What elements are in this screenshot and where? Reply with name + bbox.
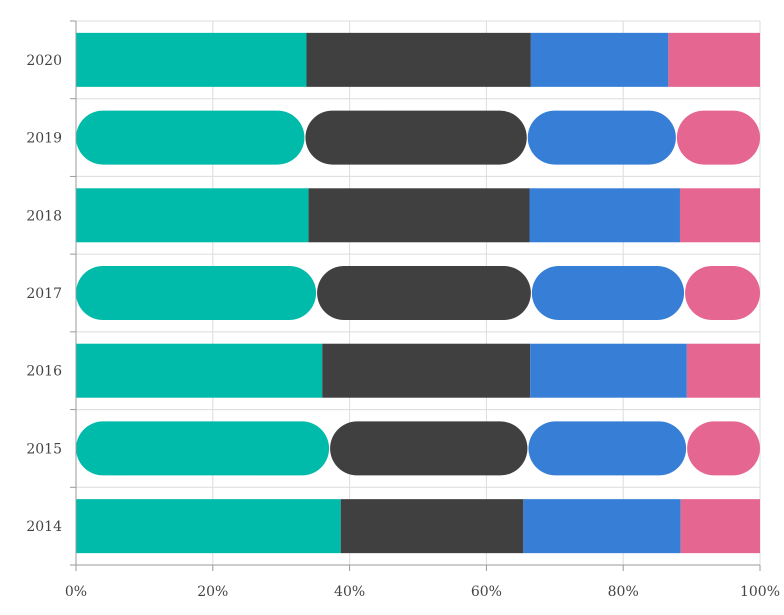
bar-2019-series-2[interactable]	[305, 110, 527, 165]
bar-2015-series-2[interactable]	[330, 421, 528, 476]
bar-2015-series-1[interactable]	[76, 421, 330, 476]
bar-group-2016	[76, 343, 760, 398]
bar-2016-series-1[interactable]	[76, 343, 323, 398]
x-tick-label: 20%	[197, 584, 228, 600]
bar-group-2019	[76, 110, 760, 165]
bar-2014-series-1[interactable]	[76, 499, 341, 554]
bar-2014-series-4[interactable]	[680, 499, 760, 554]
y-tick-label: 2017	[26, 286, 62, 302]
bar-2020-series-2[interactable]	[306, 32, 531, 87]
y-tick-label: 2015	[26, 441, 62, 457]
x-tick-label: 60%	[471, 584, 502, 600]
bar-group-2017	[76, 266, 760, 320]
x-tick-label: 40%	[334, 584, 365, 600]
bar-2016-series-4[interactable]	[686, 343, 760, 398]
bar-2018-series-2[interactable]	[308, 188, 530, 243]
axes	[75, 21, 760, 566]
bar-group-2015	[76, 421, 760, 476]
y-tick-label: 2018	[26, 208, 62, 224]
bar-group-2018	[76, 188, 760, 243]
bar-groups	[76, 32, 760, 554]
bar-2016-series-2[interactable]	[322, 343, 531, 398]
y-tick-label: 2020	[26, 53, 62, 69]
bar-group-2020	[76, 32, 760, 87]
y-tick-label: 2014	[26, 519, 62, 535]
bar-2018-series-4[interactable]	[679, 188, 760, 243]
bar-2015-series-3[interactable]	[528, 421, 687, 476]
x-axis-labels: 0% 20% 40% 60% 80% 100%	[65, 565, 780, 600]
bar-2020-series-3[interactable]	[530, 32, 669, 87]
bar-2017-series-1[interactable]	[76, 266, 317, 320]
bar-group-2014	[76, 499, 760, 554]
x-tick-label: 80%	[608, 584, 639, 600]
bar-2020-series-4[interactable]	[668, 32, 760, 87]
x-tick-label: 100%	[740, 584, 780, 600]
bar-2019-series-1[interactable]	[76, 110, 305, 165]
bar-2017-series-4[interactable]	[685, 266, 760, 320]
y-axis-labels: 2020 2019 2018 2017 2016 2015 2014	[26, 20, 76, 566]
bar-2017-series-2[interactable]	[317, 266, 531, 320]
bar-2020-series-1[interactable]	[76, 32, 307, 87]
y-tick-label: 2016	[26, 364, 62, 380]
bar-2014-series-3[interactable]	[523, 499, 681, 554]
bar-2019-series-4[interactable]	[676, 110, 760, 165]
bar-2018-series-1[interactable]	[76, 188, 309, 243]
bar-2018-series-3[interactable]	[529, 188, 680, 243]
bar-2014-series-2[interactable]	[340, 499, 524, 554]
bar-2015-series-4[interactable]	[687, 421, 760, 476]
y-tick-label: 2019	[26, 131, 62, 147]
bar-2016-series-3[interactable]	[530, 343, 687, 398]
x-tick-label: 0%	[65, 584, 87, 600]
bar-2019-series-3[interactable]	[527, 110, 676, 165]
bar-2017-series-3[interactable]	[531, 266, 685, 320]
